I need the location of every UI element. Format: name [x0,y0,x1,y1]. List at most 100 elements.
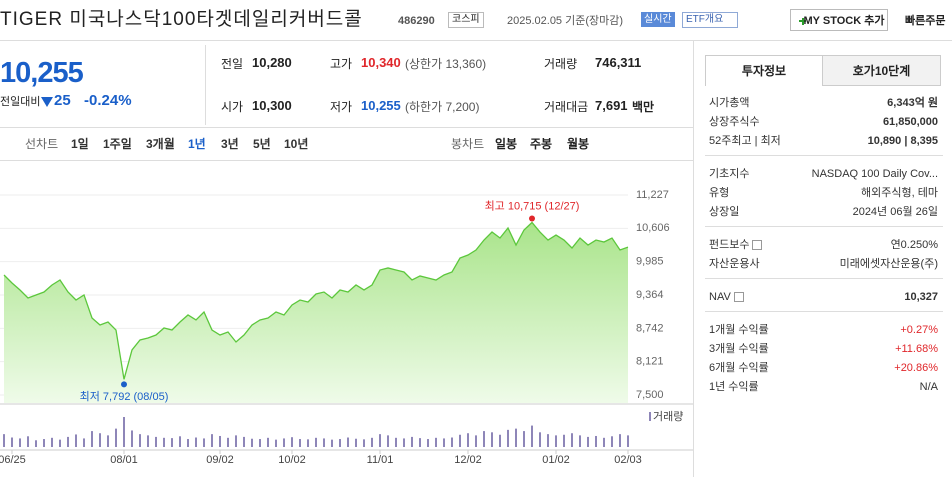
stat-value: 10,340 [361,55,401,70]
volume-bar [371,437,373,447]
info-label: 자산운용사 [709,258,760,270]
tab-active[interactable]: 투자정보 [705,55,823,86]
stat-value: 10,280 [252,55,292,70]
volume-bar [227,437,229,447]
info-value: +20.86% [894,362,938,374]
change-arrow [41,97,53,107]
volume-bar [531,425,533,447]
candle-tab[interactable]: 월봉 [567,137,590,151]
stat-value: 746,311 [595,55,642,70]
volume-bar [155,436,157,447]
volume-bar [395,437,397,447]
volume-bar [267,437,269,447]
volume-bar [43,439,45,447]
volume-bar [323,438,325,447]
y-tick-label: 8,742 [636,322,664,334]
period-tab[interactable]: 3년 [221,137,239,151]
volume-bar [443,438,445,447]
x-tick-label: 11/01 [367,454,394,466]
x-tick-label: 06/25 [0,454,26,466]
volume-bar [35,440,37,447]
volume-bar [403,438,405,447]
stat-label: 전일 [221,57,244,71]
info-label: 6개월 수익률 [709,362,769,374]
volume-bar [235,435,237,447]
volume-bar [339,439,341,447]
volume-bar [131,430,133,447]
volume-bar [571,433,573,447]
volume-bar [19,438,21,447]
volume-bar [251,438,253,447]
stock-name: TIGER 미국나스닥100타겟데일리커버드콜 [0,9,363,30]
volume-bar [147,435,149,447]
candle-tab[interactable]: 주봉 [530,137,553,151]
line [3,221,629,380]
divider [0,160,693,161]
y-tick-label: 9,985 [636,256,664,268]
y-tick-label: 11,227 [636,189,669,201]
divider [705,155,943,156]
volume-bar [587,436,589,447]
volume-bar [243,436,245,447]
period-tab[interactable]: 1주일 [103,137,132,151]
volume-bar [603,437,605,447]
info-value: 61,850,000 [882,116,938,128]
volume-bar [547,434,549,447]
my-stock-button[interactable]: MY STOCK 추가 [790,9,888,31]
info-label: 기초지수 [709,168,750,180]
quick-order[interactable]: 빠른주문 [905,15,946,27]
period-tab[interactable]: 1일 [71,137,89,151]
volume-bar [67,436,69,447]
help-icon [734,292,744,302]
period-tab[interactable]: 10년 [284,137,309,151]
info-label: 펀드보수 [709,239,750,251]
realtime-badge: 실시간 [641,12,675,27]
info-value: +11.68% [895,343,938,355]
info-value: 10,890 | 8,395 [867,135,938,147]
volume-bar [459,434,461,447]
divider [0,40,952,41]
stat-value: 10,255 [361,98,401,113]
x-tick-label: 10/02 [278,454,306,466]
y-tick-label: 9,364 [636,289,664,301]
volume-bar [11,437,13,447]
tab[interactable]: 호가10단계 [823,55,941,86]
volume-bar [91,431,93,447]
stat-label: 거래량 [544,57,578,71]
legend-label: 거래량 [653,410,683,423]
volume-bar [539,432,541,447]
price: 10,255 [0,57,84,89]
info-value: 미래에셋자산운용(주) [839,258,938,270]
volume-bar [507,429,509,447]
period-tab[interactable]: 5년 [253,137,271,151]
volume-bar [307,439,309,447]
stat-label: 저가 [330,100,353,114]
volume-bar [83,438,85,447]
etf-menu[interactable]: ETF개요 [682,12,739,28]
info-label: 3개월 수익률 [709,343,769,355]
divider [0,127,693,128]
change-label: 전일대비 [0,96,41,108]
info-value: +0.27% [900,324,938,336]
stat-label: 시가 [221,100,244,114]
volume-bar [379,434,381,447]
info-label: 1개월 수익률 [709,324,769,336]
y-tick-label: 10,606 [636,222,670,234]
info-value: 2024년 06월 26일 [852,206,938,218]
volume-bar [427,439,429,447]
period-tab[interactable]: 3개월 [146,137,175,151]
change: 25 [54,92,71,109]
volume-bar [195,437,197,447]
volume-bar [483,431,485,447]
volume-bar [99,433,101,447]
volume-bar [595,435,597,447]
volume-bar [259,439,261,447]
volume-bar [203,438,205,447]
candle-tab[interactable]: 일봉 [495,137,518,151]
volume-bar [59,439,61,447]
stat-label: 고가 [330,57,353,71]
volume-bar [163,437,165,447]
volume-bar [555,435,557,447]
period-tab[interactable]: 1년 [188,137,206,151]
